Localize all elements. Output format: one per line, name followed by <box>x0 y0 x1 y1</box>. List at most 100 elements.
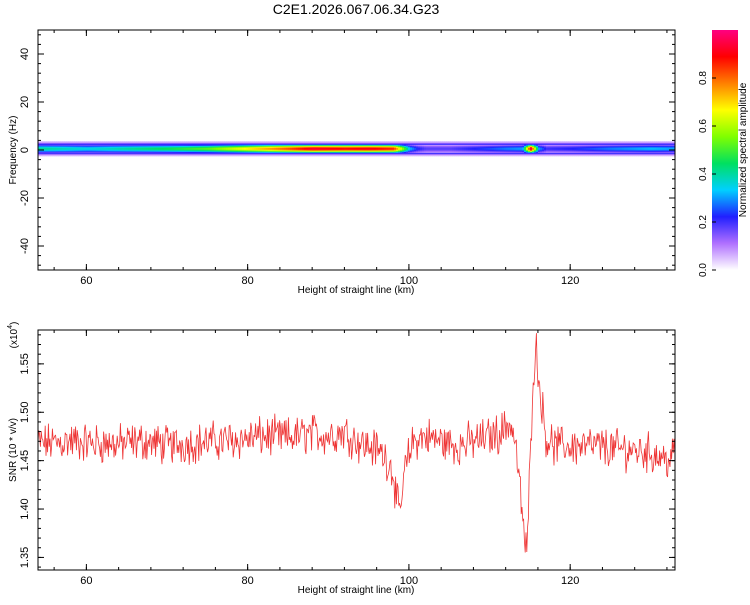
spectrogram-cell <box>214 147 217 150</box>
spectrogram-cell <box>290 147 293 150</box>
spectrogram-cell <box>420 147 423 150</box>
spectrogram-cell <box>282 147 285 150</box>
spectrogram-cell <box>584 147 587 150</box>
spectrogram-cell <box>192 147 195 150</box>
spectrogram-cell <box>654 147 657 150</box>
spectrogram-cell <box>442 147 445 150</box>
colorbar-tick-label: 0.8 <box>698 71 709 85</box>
x-tick-label: 60 <box>80 575 92 587</box>
spectrogram-cell <box>58 147 61 150</box>
spectrogram-cell <box>112 147 115 150</box>
colorbar: 0.0 0.2 0.4 0.6 0.8 Normalized spectral ampl… <box>698 30 749 277</box>
spectrogram-cell <box>398 147 401 150</box>
spectrogram-cell <box>586 147 589 150</box>
spectrogram-cell <box>658 147 661 150</box>
spectrogram-cell <box>110 147 113 150</box>
colorbar-gradient <box>712 30 738 270</box>
spectrogram-cell <box>224 147 227 150</box>
spectrogram-cell <box>306 147 309 150</box>
spectrogram-cell <box>550 147 553 150</box>
spectrogram-cell <box>226 147 229 150</box>
spectrogram-cell <box>354 147 357 150</box>
spectrogram-cell <box>346 147 349 150</box>
spectrogram-cell <box>90 147 93 150</box>
spectrogram-cell <box>84 147 87 150</box>
spectrogram-cell <box>114 147 117 150</box>
y-tick-label: 1.35 <box>19 547 31 568</box>
spectrogram-cell <box>540 147 543 150</box>
spectrogram-cell <box>204 147 207 150</box>
spectrogram-cell <box>276 147 279 150</box>
spectrogram-cell <box>412 147 415 150</box>
spectrogram-cell <box>612 147 615 150</box>
spectrogram-y-label: Frequency (Hz) <box>8 116 19 185</box>
spectrogram-cell <box>536 147 539 150</box>
spectrogram-cell <box>280 147 283 150</box>
spectrogram-cell <box>340 147 343 150</box>
spectrogram-cell <box>618 147 621 150</box>
spectrogram-cell <box>650 147 653 150</box>
snr-x-label: Height of straight line (km) <box>298 585 415 596</box>
spectrogram-cell <box>76 147 79 150</box>
spectrogram-cell <box>508 147 511 150</box>
spectrogram-cell <box>530 147 533 150</box>
spectrogram-cell <box>448 147 451 150</box>
spectrogram-cell <box>50 147 53 150</box>
spectrogram-cell <box>436 147 439 150</box>
spectrogram-cell <box>142 147 145 150</box>
x-tick-label: 100 <box>400 275 418 287</box>
y-tick-label: 1.55 <box>19 353 31 374</box>
spectrogram-cell <box>464 147 467 150</box>
spectrogram-cell <box>662 147 665 150</box>
spectrogram-cell <box>302 147 305 150</box>
spectrogram-cell <box>308 147 311 150</box>
spectrogram-cell <box>604 147 607 150</box>
spectrogram-cell <box>68 147 71 150</box>
spectrogram-cell <box>672 147 675 150</box>
spectrogram-cell <box>526 147 529 150</box>
snr-frame <box>37 329 676 571</box>
colorbar-tick-label: 0.0 <box>698 263 709 277</box>
spectrogram-cell <box>466 147 469 150</box>
spectrogram-cell <box>606 147 609 150</box>
spectrogram-cell <box>160 147 163 150</box>
spectrogram-cell <box>78 147 81 150</box>
spectrogram-cell <box>312 147 315 150</box>
spectrogram-cell <box>636 147 639 150</box>
snr-line <box>38 333 675 553</box>
spectrogram-cell <box>452 147 455 150</box>
spectrogram-cell <box>648 147 651 150</box>
spectrogram-cell <box>534 147 537 150</box>
spectrogram-cell <box>102 147 105 150</box>
spectrogram-cell <box>364 147 367 150</box>
spectrogram-cell <box>334 147 337 150</box>
spectrogram-cell <box>502 147 505 150</box>
spectrogram-cell <box>246 147 249 150</box>
spectrogram-cell <box>172 147 175 150</box>
spectrogram-cell <box>180 147 183 150</box>
spectrogram-cell <box>80 147 83 150</box>
spectrogram-cell <box>216 147 219 150</box>
spectrogram-cell <box>642 147 645 150</box>
spectrogram-cell <box>468 147 471 150</box>
spectrogram-cell <box>516 147 519 150</box>
colorbar-tick-label: 0.4 <box>698 167 709 181</box>
spectrogram-cell <box>472 147 475 150</box>
spectrogram-cell <box>394 147 397 150</box>
spectrogram-cell <box>496 147 499 150</box>
spectrogram-cell <box>652 147 655 150</box>
spectrogram-cell <box>546 147 549 150</box>
spectrogram-cell <box>382 147 385 150</box>
spectrogram-cell <box>532 147 535 150</box>
spectrogram-cell <box>254 147 257 150</box>
spectrogram-cell <box>206 147 209 150</box>
snr-series <box>38 333 675 553</box>
spectrogram-cell <box>506 147 509 150</box>
spectrogram-cell <box>270 147 273 150</box>
spectrogram-cell <box>178 147 181 150</box>
spectrogram-cell <box>362 147 365 150</box>
spectrogram-cell <box>548 147 551 150</box>
spectrogram-cell <box>640 147 643 150</box>
spectrogram-cell <box>148 147 151 150</box>
spectrogram-cell <box>358 147 361 150</box>
